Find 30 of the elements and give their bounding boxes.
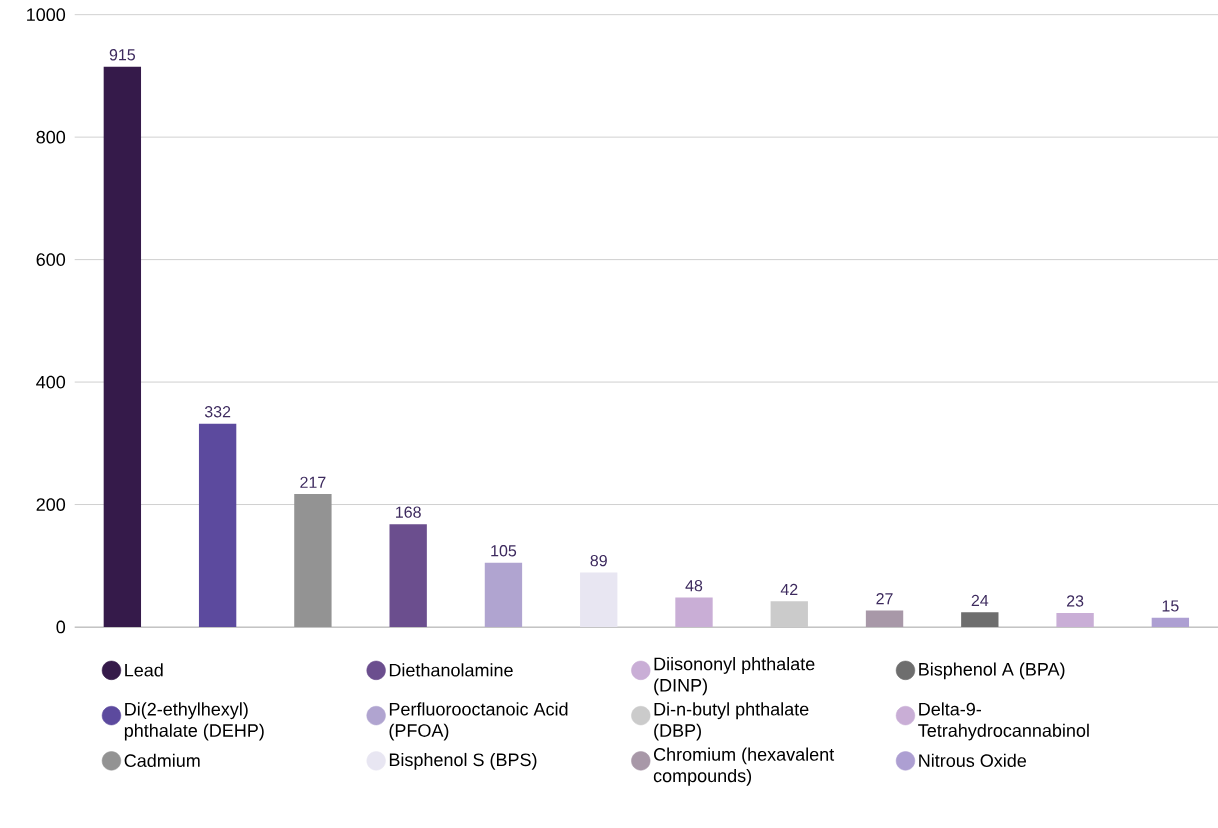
legend-label: Nitrous Oxide bbox=[919, 753, 1027, 767]
legend-label: Lead bbox=[125, 663, 163, 677]
data-label: 24 bbox=[971, 594, 989, 606]
legend-label: Diethanolamine bbox=[389, 663, 513, 677]
legend-label: Bisphenol A (BPA) bbox=[919, 662, 1065, 679]
data-label: 332 bbox=[204, 405, 231, 418]
y-tick-label: 0 bbox=[56, 620, 66, 634]
legend-label: Perfluorooctanoic Acid (PFOA) bbox=[389, 702, 568, 741]
legend-label: Diisononyl phthalate (DINP) bbox=[654, 656, 815, 695]
data-label: 48 bbox=[685, 579, 703, 592]
legend-label: Di-n-butyl phthalate (DBP) bbox=[654, 702, 809, 741]
y-tick-label: 1000 bbox=[27, 8, 66, 21]
data-label: 27 bbox=[876, 592, 893, 604]
y-tick-label: 600 bbox=[36, 253, 66, 266]
data-label: 168 bbox=[396, 506, 421, 518]
y-tick-label: 800 bbox=[36, 130, 66, 144]
data-label: 15 bbox=[1162, 600, 1179, 612]
legend-label: Bisphenol S (BPS) bbox=[389, 752, 537, 770]
data-label: 217 bbox=[300, 476, 326, 488]
legend-label: Chromium (hexavalent compounds) bbox=[653, 747, 835, 786]
data-label: 23 bbox=[1066, 595, 1084, 607]
data-label: 915 bbox=[109, 48, 136, 61]
data-label: 89 bbox=[590, 554, 607, 566]
legend-label: Delta-9-Tetrahydrocannabinol bbox=[918, 702, 1089, 741]
legend-label: Di(2-ethylhexyl) phthalate (DEHP) bbox=[124, 702, 264, 741]
legend-label: Cadmium bbox=[124, 753, 200, 767]
y-tick-label: 200 bbox=[36, 497, 66, 511]
data-label: 42 bbox=[780, 583, 798, 595]
y-tick-label: 400 bbox=[36, 375, 66, 389]
data-label: 105 bbox=[491, 544, 517, 557]
